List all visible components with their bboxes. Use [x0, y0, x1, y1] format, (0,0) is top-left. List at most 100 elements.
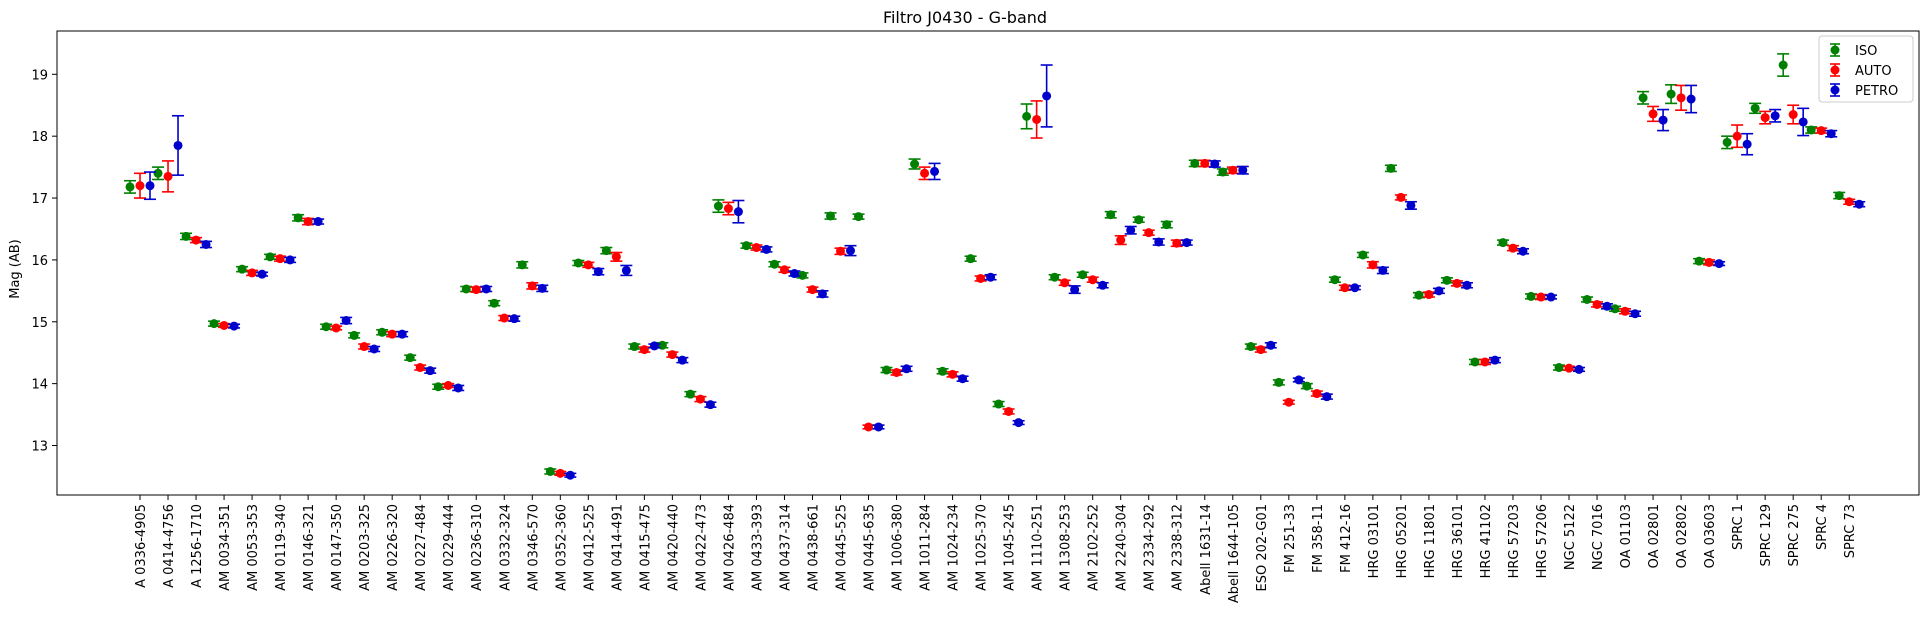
data-point: [1844, 197, 1854, 207]
data-point: [349, 330, 359, 340]
data-point: [369, 344, 379, 354]
data-point: [1330, 275, 1340, 285]
y-tick-label: 17: [31, 192, 48, 207]
data-point: [425, 366, 435, 376]
y-tick-label: 13: [31, 440, 48, 455]
x-tick-label: OA 02802: [1675, 504, 1690, 568]
data-point: [1704, 257, 1714, 267]
data-point: [705, 400, 715, 410]
data-point: [303, 217, 313, 227]
x-tick-label: AM 0332-324: [498, 504, 513, 591]
series-iso: [124, 53, 1846, 476]
data-point: [1826, 129, 1836, 139]
data-point: [1004, 406, 1014, 416]
data-point: [1666, 89, 1676, 99]
data-point: [1750, 103, 1760, 113]
data-point: [1134, 215, 1144, 225]
data-point: [499, 313, 509, 323]
data-point: [1638, 93, 1648, 103]
data-point: [453, 383, 463, 393]
data-point: [1714, 259, 1724, 269]
x-tick-label: AM 0352-360: [554, 504, 569, 591]
data-point: [1014, 418, 1024, 428]
data-point: [1228, 165, 1238, 175]
data-point: [910, 159, 920, 169]
x-tick-label: AM 0034-351: [218, 504, 233, 591]
data-point: [537, 283, 547, 293]
x-tick-label: AM 0412-525: [582, 504, 597, 591]
data-point: [209, 319, 219, 329]
data-point: [341, 316, 351, 326]
data-point: [1546, 292, 1556, 302]
legend-marker: [1830, 85, 1840, 95]
data-point: [1778, 60, 1788, 70]
x-tick-label: AM 0227-484: [414, 504, 429, 591]
data-point: [817, 289, 827, 299]
x-tick-label: HRG 36101: [1451, 504, 1466, 578]
x-tick-label: AM 0445-525: [835, 504, 850, 591]
data-point: [1294, 375, 1304, 385]
data-point: [751, 243, 761, 253]
data-point: [723, 204, 733, 214]
data-point: [639, 345, 649, 355]
y-tick-label: 16: [31, 254, 48, 269]
y-tick-label: 14: [31, 378, 48, 393]
x-tick-label: HRG 57206: [1535, 504, 1550, 578]
x-tick-label: AM 0226-320: [386, 504, 401, 591]
data-point: [1406, 200, 1416, 210]
data-point: [1834, 191, 1844, 201]
data-point: [1396, 192, 1406, 202]
x-tick-label: AM 1110-251: [1031, 504, 1046, 591]
data-point: [649, 341, 659, 351]
data-point: [1442, 275, 1452, 285]
data-point: [685, 389, 695, 399]
legend-marker: [1830, 65, 1840, 75]
x-tick-label: AM 2338-312: [1171, 504, 1186, 591]
plot-marks: [124, 53, 1866, 480]
data-point: [695, 394, 705, 404]
data-point: [789, 269, 799, 279]
data-point: [1284, 397, 1294, 407]
data-point: [1592, 299, 1602, 309]
data-point: [1490, 355, 1500, 365]
data-point: [405, 353, 415, 363]
data-point: [565, 470, 575, 480]
data-point: [1266, 340, 1276, 350]
data-point: [958, 374, 968, 384]
data-point: [1732, 131, 1742, 141]
data-point: [593, 267, 603, 277]
y-axis: 13 14 15 16 17 18 19: [31, 68, 57, 455]
data-point: [601, 246, 611, 256]
x-tick-label: AM 0445-635: [863, 504, 878, 591]
x-tick-label: SPRC 129: [1759, 504, 1774, 567]
series-petro: [144, 64, 1866, 480]
data-point: [1218, 167, 1228, 177]
data-point: [1518, 246, 1528, 256]
data-point: [1350, 283, 1360, 293]
data-point: [976, 273, 986, 283]
x-tick-label: HRG 03101: [1367, 504, 1382, 578]
data-point: [237, 264, 247, 274]
data-point: [836, 246, 845, 256]
data-point: [826, 211, 835, 221]
data-point: [846, 246, 855, 256]
data-point: [938, 366, 948, 376]
legend-label: ISO: [1855, 44, 1877, 59]
data-point: [1414, 290, 1424, 300]
data-point: [1246, 342, 1256, 352]
data-point: [1060, 278, 1070, 288]
data-point: [1162, 220, 1172, 230]
data-point: [509, 314, 519, 324]
legend-label: AUTO: [1855, 64, 1892, 79]
data-point: [181, 231, 191, 241]
x-tick-label: AM 1045-245: [1003, 504, 1018, 591]
data-point: [1368, 260, 1378, 270]
data-point: [864, 422, 874, 432]
y-tick-label: 15: [31, 316, 48, 331]
x-tick-label: AM 0229-444: [442, 504, 457, 591]
data-point: [892, 368, 902, 378]
x-tick-label: ESO 202-G01: [1255, 504, 1270, 591]
data-point: [621, 265, 631, 275]
x-tick-label: AM 2334-292: [1143, 504, 1158, 591]
